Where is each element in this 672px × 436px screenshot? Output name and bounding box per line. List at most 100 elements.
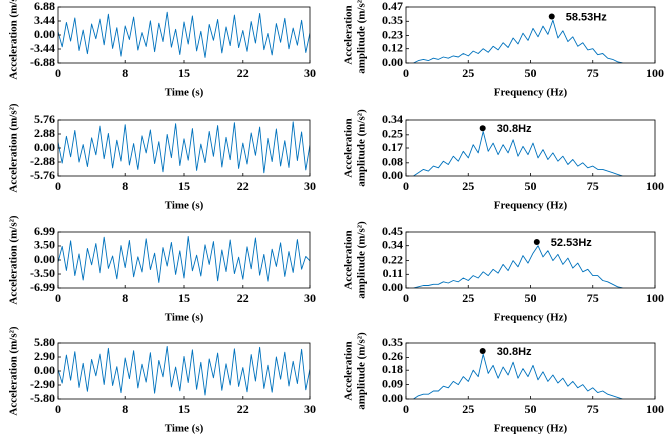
axes-box: [57, 119, 311, 177]
peak-label: 58.53Hz: [566, 11, 607, 23]
plot-area: [413, 131, 623, 176]
y-tick-label: 5.76: [34, 112, 55, 126]
signal-line: [58, 11, 310, 58]
y-tick-label: -3.50: [30, 266, 55, 280]
x-axis-label: Time (s): [165, 200, 204, 212]
y-tick-label: 0.00: [34, 27, 55, 41]
x-tick-label: 15: [178, 402, 190, 416]
x-tick-label: 22: [237, 179, 249, 193]
signal-line: [413, 19, 623, 63]
peak-marker: [479, 348, 486, 354]
y-axis-label: amplitude (m/s²): [356, 332, 368, 410]
y-tick-label: 0.18: [382, 362, 403, 376]
y-tick-label: 6.99: [34, 224, 55, 238]
x-tick-label: 75: [587, 402, 599, 416]
x-tick-label: 0: [403, 66, 409, 80]
signal-line: [413, 245, 623, 288]
y-tick-label: 2.90: [34, 349, 55, 363]
y-axis-label: Acceleration (m/s²): [8, 215, 20, 304]
x-tick-label: 0: [55, 179, 61, 193]
y-axis-label: Acceleration: [343, 5, 355, 64]
x-tick-label: 0: [403, 402, 409, 416]
x-tick-label: 25: [462, 291, 474, 305]
y-tick-label: 0.12: [382, 40, 403, 54]
x-tick-label: 30: [304, 291, 316, 305]
y-axis-label: Acceleration: [343, 230, 355, 289]
x-axis-label: Frequency (Hz): [494, 200, 568, 212]
subplot: -6.99-3.500.003.506.99 0 8 15 22 30 Time (s) Ac…: [8, 215, 316, 323]
peak-label: 52.53Hz: [551, 237, 592, 249]
x-tick-label: 8: [122, 179, 128, 193]
axes-box: [405, 231, 656, 289]
subplot: 0.000.110.220.340.45 0 25 50 75 100 Frequency …: [343, 221, 664, 324]
plot-area: [413, 245, 623, 288]
y-tick-label: 0.47: [382, 0, 403, 13]
peak-marker: [548, 13, 555, 20]
y-axis-label: Acceleration (m/s²): [8, 103, 20, 192]
peak-label: 30.8Hz: [497, 123, 532, 135]
y-tick-label: 0.00: [34, 363, 55, 377]
subplot: -5.80-2.900.002.905.80 0 8 15 22 30 Time (s) Ac…: [8, 326, 316, 434]
x-tick-label: 100: [646, 66, 664, 80]
subplot: -6.88-3.440.003.446.88 0 8 15 22 30 Time (s) Ac…: [8, 0, 316, 99]
x-tick-label: 0: [55, 402, 61, 416]
y-tick-label: 3.50: [34, 238, 55, 252]
x-tick-label: 15: [178, 179, 190, 193]
y-tick-label: 0.25: [382, 127, 403, 141]
y-tick-label: -5.76: [30, 168, 55, 182]
y-tick-label: -2.88: [30, 154, 55, 168]
y-tick-label: 0.45: [382, 224, 403, 238]
y-tick-label: 0.00: [382, 280, 403, 294]
x-axis-label: Time (s): [165, 423, 204, 435]
x-tick-label: 75: [587, 291, 599, 305]
y-tick-label: -5.80: [30, 391, 55, 405]
signal-line: [58, 345, 310, 396]
signal-line: [58, 121, 310, 174]
y-tick-label: -6.99: [30, 280, 55, 294]
x-tick-label: 8: [122, 66, 128, 80]
x-tick-label: 15: [178, 291, 190, 305]
x-axis-label: Time (s): [165, 312, 204, 324]
x-axis-label: Frequency (Hz): [494, 87, 568, 99]
y-axis-label: amplitude (m/s²): [356, 109, 368, 187]
y-tick-label: 0.00: [34, 252, 55, 266]
peak-marker: [533, 238, 540, 245]
x-tick-label: 25: [462, 179, 474, 193]
y-tick-label: 3.44: [34, 13, 55, 27]
y-axis-label: Acceleration (m/s²): [8, 0, 20, 80]
plot-area: [413, 353, 623, 399]
y-tick-label: 0.34: [382, 112, 403, 126]
peak-marker: [479, 125, 486, 132]
x-tick-label: 22: [237, 402, 249, 416]
y-tick-label: 5.80: [34, 335, 55, 349]
y-tick-label: 0.00: [34, 140, 55, 154]
y-tick-label: 0.08: [382, 155, 403, 169]
subplot: 0.000.090.180.260.35 0 25 50 75 100 Frequency …: [343, 332, 664, 435]
x-axis-label: Time (s): [165, 87, 204, 99]
subplot: 0.000.120.230.350.47 0 25 50 75 100 Frequency …: [343, 0, 664, 99]
y-axis-label: Acceleration (m/s²): [8, 326, 20, 415]
y-axis-label: amplitude (m/s²): [356, 0, 368, 74]
y-tick-label: 0.35: [382, 13, 403, 27]
y-tick-label: -2.90: [30, 377, 55, 391]
y-axis-label: Acceleration: [343, 341, 355, 400]
x-tick-label: 0: [55, 291, 61, 305]
x-tick-label: 75: [587, 179, 599, 193]
axes-box: [57, 231, 311, 289]
peak-label: 30.8Hz: [497, 346, 532, 358]
x-tick-label: 100: [646, 291, 664, 305]
x-tick-label: 30: [304, 179, 316, 193]
x-tick-label: 0: [55, 66, 61, 80]
x-tick-label: 100: [646, 402, 664, 416]
y-tick-label: 0.00: [382, 168, 403, 182]
x-tick-label: 50: [525, 66, 537, 80]
y-tick-label: 0.34: [382, 237, 403, 251]
y-tick-label: 0.22: [382, 252, 403, 266]
y-tick-label: 0.17: [382, 140, 403, 154]
plot-area: [58, 11, 310, 58]
y-tick-label: 6.88: [34, 0, 55, 13]
signal-line: [58, 235, 310, 283]
x-tick-label: 0: [403, 179, 409, 193]
x-tick-label: 15: [178, 66, 190, 80]
